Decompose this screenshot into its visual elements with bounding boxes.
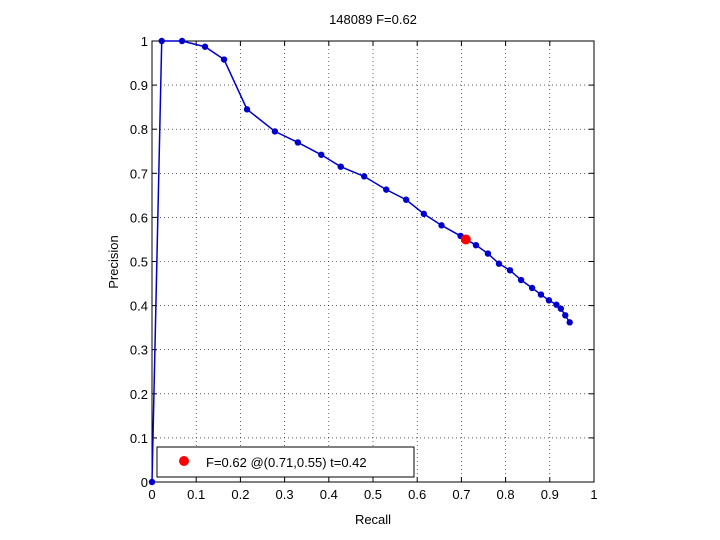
data-point — [472, 241, 480, 249]
y-tick-label: 0.2 — [130, 387, 148, 402]
x-tick-label: 0.7 — [452, 487, 470, 502]
data-point — [528, 284, 536, 292]
y-tick-label: 0.8 — [130, 122, 148, 137]
data-point — [201, 43, 209, 50]
legend-box — [156, 446, 415, 478]
y-tick-label: 1 — [141, 34, 148, 49]
data-point — [337, 163, 344, 170]
y-tick-label: 0.1 — [130, 431, 148, 446]
legend-marker — [179, 456, 189, 466]
best-f-point — [460, 234, 471, 245]
series-line — [151, 40, 571, 483]
x-tick-label: 0 — [148, 487, 155, 502]
x-tick-label: 0.2 — [231, 487, 249, 502]
legend: F=0.62 @(0.71,0.55) t=0.42 — [156, 446, 415, 478]
x-tick-label: 0.5 — [364, 487, 382, 502]
y-tick-label: 0.9 — [130, 78, 148, 93]
x-axis-label: Recall — [355, 512, 391, 527]
data-point — [271, 128, 279, 135]
highlight — [460, 234, 471, 245]
data-point — [178, 37, 186, 45]
data-point — [566, 319, 573, 326]
x-tick-label: 0.6 — [408, 487, 426, 502]
data-point — [506, 267, 514, 274]
y-tick-label: 0.6 — [130, 210, 148, 225]
data-point — [220, 56, 228, 63]
data-point — [553, 301, 560, 308]
x-tick-label: 0.3 — [276, 487, 294, 502]
chart-title: 148089 F=0.62 — [329, 12, 417, 27]
x-tick-label: 0.4 — [320, 487, 338, 502]
x-tick-label: 1 — [590, 487, 597, 502]
x-tick-label: 0.9 — [541, 487, 559, 502]
data-point — [484, 250, 492, 257]
axis-ticks: 0 0.1 0.2 0.3 0.4 0.5 0.6 0.7 0.8 0.9 1 0 0.1 0.2 0.3 0… — [130, 34, 598, 502]
data-point — [318, 151, 325, 158]
data-point — [537, 291, 545, 298]
data-point — [562, 312, 569, 319]
data-point — [420, 210, 428, 218]
data-point — [545, 297, 553, 304]
data-point — [557, 305, 565, 312]
data-point — [438, 222, 445, 229]
x-tick-label: 0.1 — [187, 487, 205, 502]
data-point — [495, 260, 503, 267]
data-point — [148, 478, 156, 486]
data-point — [402, 196, 410, 203]
y-axis-label: Precision — [106, 235, 121, 288]
y-tick-label: 0 — [141, 475, 148, 490]
data-point — [294, 139, 302, 146]
grid — [152, 41, 594, 482]
data-point — [383, 186, 390, 193]
y-tick-label: 0.4 — [130, 299, 148, 314]
data-point — [360, 173, 368, 180]
y-tick-label: 0.3 — [130, 343, 148, 358]
x-tick-label: 0.8 — [497, 487, 515, 502]
legend-label: F=0.62 @(0.71,0.55) t=0.42 — [206, 455, 367, 470]
series — [148, 37, 573, 486]
data-point — [158, 37, 165, 45]
y-tick-label: 0.7 — [130, 166, 148, 181]
data-point — [517, 276, 525, 284]
data-point — [243, 106, 251, 113]
y-tick-label: 0.5 — [130, 255, 148, 270]
